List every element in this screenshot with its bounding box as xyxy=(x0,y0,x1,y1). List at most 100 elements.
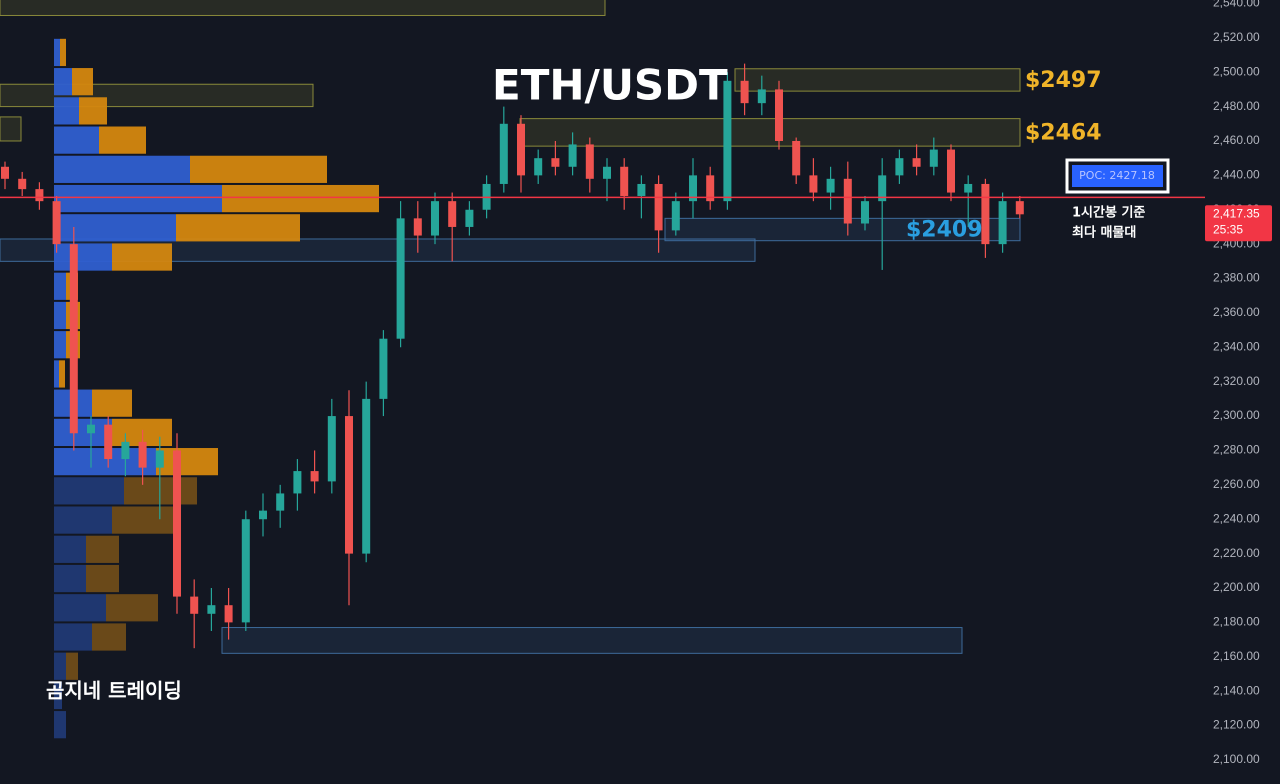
y-tick-label: 2,360.00 xyxy=(1213,305,1260,319)
candle-body xyxy=(585,144,594,179)
profile-sell xyxy=(92,623,126,651)
y-tick-label: 2,520.00 xyxy=(1213,30,1260,44)
candle-body xyxy=(259,510,267,520)
candle-body xyxy=(310,471,319,482)
y-tick-label: 2,480.00 xyxy=(1213,99,1260,113)
profile-buy xyxy=(54,272,66,300)
chart-title: ETH/USDT xyxy=(492,61,728,110)
y-tick-label: 2,160.00 xyxy=(1213,649,1260,663)
profile-sell xyxy=(190,155,327,183)
watermark: 곰지네 트레이딩 xyxy=(46,679,182,703)
candle-body xyxy=(947,149,955,193)
candle-body xyxy=(929,149,938,167)
candle-body xyxy=(87,424,95,434)
profile-buy xyxy=(54,155,190,183)
candle-body xyxy=(895,158,904,176)
profile-sell xyxy=(86,564,119,593)
profile-sell xyxy=(112,243,172,271)
candle-body xyxy=(826,178,835,193)
y-tick-label: 2,140.00 xyxy=(1213,683,1260,697)
candle-body xyxy=(620,166,629,196)
y-tick-label: 2,300.00 xyxy=(1213,408,1260,422)
zone xyxy=(221,627,963,654)
y-tick-label: 2,100.00 xyxy=(1213,752,1260,766)
zone xyxy=(734,68,1021,92)
zone xyxy=(664,217,1021,242)
profile-buy xyxy=(54,184,222,213)
zone xyxy=(0,238,756,262)
candle-body xyxy=(1015,201,1024,215)
y-tick-label: 2,380.00 xyxy=(1213,271,1260,285)
candle-body xyxy=(276,493,285,511)
y-tick-label: 2,500.00 xyxy=(1213,64,1260,78)
y-tick-label: 2,540.00 xyxy=(1213,0,1260,10)
y-tick-label: 2,460.00 xyxy=(1213,133,1260,147)
poc-box xyxy=(1072,165,1163,187)
profile-buy xyxy=(54,38,60,67)
y-tick-label: 2,120.00 xyxy=(1213,718,1260,732)
profile-buy xyxy=(54,418,112,447)
candle-body xyxy=(912,158,921,167)
candle-body xyxy=(121,441,130,460)
candle-body xyxy=(241,519,250,623)
candle-body xyxy=(379,338,388,399)
candle-body xyxy=(843,178,852,224)
zone-label: $2497 xyxy=(1025,68,1102,93)
candle-body xyxy=(706,175,715,202)
candle-body xyxy=(362,398,371,554)
profile-sell xyxy=(92,389,132,417)
profile-buy xyxy=(54,623,92,651)
y-tick-label: 2,280.00 xyxy=(1213,443,1260,457)
zone-label: $2409 xyxy=(906,218,983,243)
profile-sell xyxy=(156,448,218,476)
candle-body xyxy=(775,89,783,141)
price-tag xyxy=(1205,205,1272,242)
y-tick-label: 2,220.00 xyxy=(1213,546,1260,560)
profile-buy xyxy=(54,214,176,242)
candle-body xyxy=(861,201,869,224)
profile-sell xyxy=(124,477,197,505)
y-tick-label: 2,240.00 xyxy=(1213,511,1260,525)
profile-sell xyxy=(59,360,65,388)
profile-sell xyxy=(60,38,66,67)
candle-body xyxy=(396,218,405,339)
candle-body xyxy=(878,175,887,202)
candle-body xyxy=(327,416,336,482)
zone xyxy=(0,83,314,108)
candle-body xyxy=(637,183,646,196)
profile-buy xyxy=(54,126,99,154)
profile-sell xyxy=(72,68,93,96)
profile-buy xyxy=(54,360,59,388)
poc-label: POC: 2427.18 xyxy=(1079,169,1155,182)
candle-body xyxy=(1,166,9,179)
candle-body xyxy=(173,450,181,597)
candle-body xyxy=(104,424,113,460)
y-tick-label: 2,200.00 xyxy=(1213,580,1260,594)
candle-body xyxy=(448,201,457,227)
profile-buy xyxy=(54,681,62,710)
profile-buy xyxy=(54,652,66,680)
candle-body xyxy=(293,471,302,494)
candle-body xyxy=(568,144,577,167)
zone xyxy=(519,118,1021,147)
profile-sell xyxy=(222,184,379,213)
candle-body xyxy=(431,201,439,236)
candle-body xyxy=(499,123,508,184)
candle-body xyxy=(981,183,990,245)
profile-buy xyxy=(54,97,79,125)
candle-body xyxy=(155,450,164,468)
profile-buy xyxy=(54,535,86,563)
candle-body xyxy=(809,175,818,193)
y-tick-label: 2,440.00 xyxy=(1213,168,1260,182)
candle-body xyxy=(964,183,973,193)
candle-body xyxy=(757,89,766,104)
profile-buy xyxy=(54,594,106,622)
candle-body xyxy=(18,178,27,190)
candle-body xyxy=(689,175,697,202)
y-tick-label: 2,340.00 xyxy=(1213,339,1260,353)
candle-body xyxy=(671,201,680,231)
note: 최다 매물대 xyxy=(1072,225,1136,241)
profile-buy xyxy=(54,477,124,505)
candle-body xyxy=(52,201,61,245)
